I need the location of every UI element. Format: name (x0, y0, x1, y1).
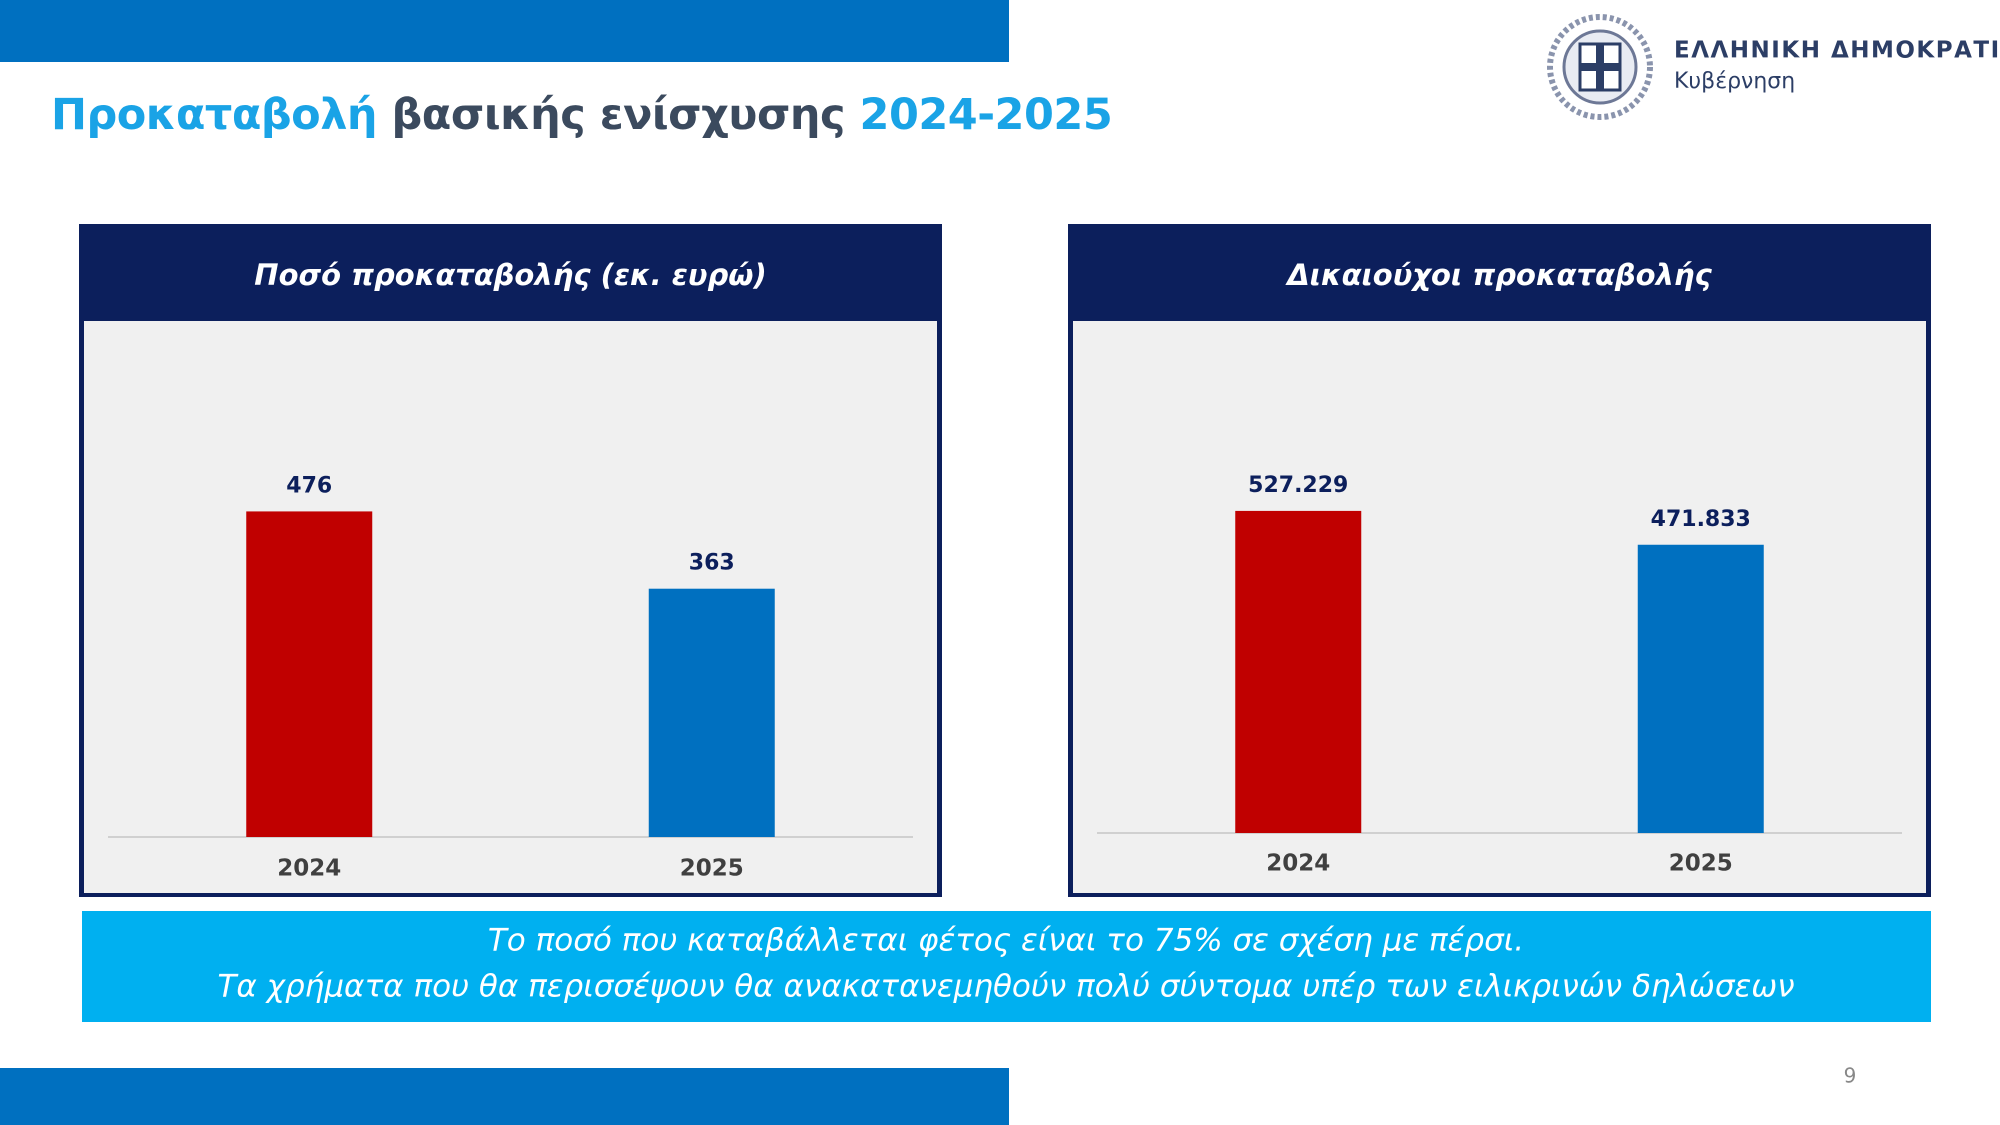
note-line: Τα χρήματα που θα περισσέψουν θα ανακατα… (217, 969, 1794, 1005)
value-label: 527.229 (1248, 473, 1348, 498)
value-label: 476 (286, 473, 332, 498)
title-part: 2024-2025 (859, 90, 1113, 140)
value-label: 363 (689, 551, 735, 576)
bar (648, 588, 775, 837)
slide-title: Προκαταβολή βασικής ενίσχυσης 2024-2025 (51, 90, 1113, 140)
plot-area (84, 321, 937, 893)
logo-title: ΕΛΛΗΝΙΚΗ ΔΗΜΟΚΡΑΤΙΑ (1674, 38, 2000, 64)
value-label: 471.833 (1651, 507, 1751, 532)
bar (246, 511, 373, 837)
top-bar (0, 0, 1009, 62)
chart-title: Ποσό προκαταβολής (εκ. ευρώ) (254, 258, 766, 292)
page-number: 9 (1844, 1064, 1857, 1088)
bar (1235, 510, 1362, 833)
note-line: Το ποσό που καταβάλλεται φέτος είναι το … (488, 923, 1524, 959)
bar (1637, 544, 1764, 833)
chart-title: Δικαιούχοι προκαταβολής (1285, 258, 1712, 292)
title-part: βασικής ενίσχυσης (391, 90, 846, 140)
x-tick-label: 2025 (1669, 851, 1733, 877)
note-box (82, 911, 1931, 1022)
emblem (1547, 14, 1653, 120)
title-part: Προκαταβολή (51, 90, 378, 140)
bottom-bar (0, 1068, 1009, 1125)
logo-subtitle: Κυβέρνηση (1674, 69, 1795, 94)
plot-area (1073, 321, 1926, 893)
x-tick-label: 2024 (277, 856, 341, 882)
x-tick-label: 2024 (1266, 851, 1330, 877)
x-tick-label: 2025 (680, 856, 744, 882)
